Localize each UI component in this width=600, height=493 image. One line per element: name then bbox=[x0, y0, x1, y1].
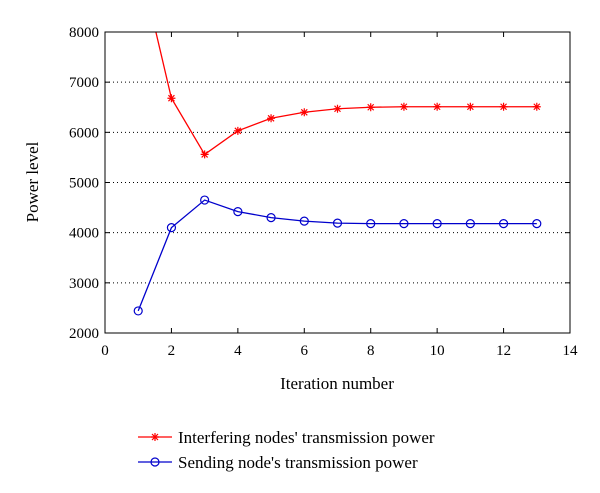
series-layer bbox=[133, 32, 542, 316]
data-point bbox=[433, 102, 442, 111]
y-tick-label: 5000 bbox=[69, 176, 99, 192]
legend: Interfering nodes' transmission power Sen… bbox=[138, 428, 435, 472]
data-point bbox=[299, 216, 309, 226]
data-point bbox=[200, 195, 210, 205]
x-tick-label: 4 bbox=[234, 343, 242, 359]
data-point bbox=[266, 213, 276, 223]
y-axis-title: Power level bbox=[23, 141, 42, 222]
data-point bbox=[432, 219, 442, 229]
data-point bbox=[150, 457, 160, 467]
data-point bbox=[498, 219, 509, 229]
data-point bbox=[499, 102, 508, 111]
data-point bbox=[366, 103, 375, 112]
grid bbox=[105, 81, 570, 284]
data-point bbox=[166, 223, 177, 233]
x-axis-title: Iteration number bbox=[280, 374, 394, 393]
data-point bbox=[133, 306, 143, 316]
data-point bbox=[151, 433, 159, 441]
series-line bbox=[137, 199, 537, 312]
y-tick-label: 4000 bbox=[69, 226, 99, 242]
x-tick-label: 10 bbox=[430, 343, 445, 359]
data-point bbox=[332, 218, 343, 228]
y-tick-label: 7000 bbox=[69, 75, 99, 91]
x-tick-label: 8 bbox=[367, 343, 375, 359]
data-point bbox=[532, 102, 541, 111]
data-point bbox=[233, 126, 242, 135]
data-point bbox=[333, 104, 342, 113]
legend-label: Sending node's transmission power bbox=[178, 453, 418, 472]
data-point bbox=[399, 219, 409, 229]
data-point bbox=[267, 114, 276, 123]
data-point bbox=[366, 219, 376, 229]
data-point bbox=[167, 94, 176, 103]
legend-label: Interfering nodes' transmission power bbox=[178, 428, 435, 447]
x-tick-label: 14 bbox=[563, 343, 579, 359]
y-tick-label: 6000 bbox=[69, 125, 99, 141]
y-tick-label: 3000 bbox=[69, 276, 99, 292]
data-point bbox=[399, 102, 408, 111]
axis-ticks: 2000 3000 4000 5000 6000 7000 8000 0 2 4 6 8 10 12 14 bbox=[69, 25, 578, 359]
x-tick-label: 0 bbox=[101, 343, 109, 359]
y-tick-label: 8000 bbox=[69, 25, 99, 41]
x-tick-label: 12 bbox=[496, 343, 511, 359]
data-point bbox=[465, 219, 475, 229]
y-tick-label: 2000 bbox=[69, 326, 99, 342]
data-point bbox=[466, 102, 475, 111]
data-point bbox=[233, 206, 243, 217]
data-point bbox=[300, 108, 309, 117]
x-tick-label: 6 bbox=[301, 343, 309, 359]
data-point bbox=[200, 150, 209, 159]
x-tick-label: 2 bbox=[168, 343, 176, 359]
data-point bbox=[532, 219, 542, 229]
